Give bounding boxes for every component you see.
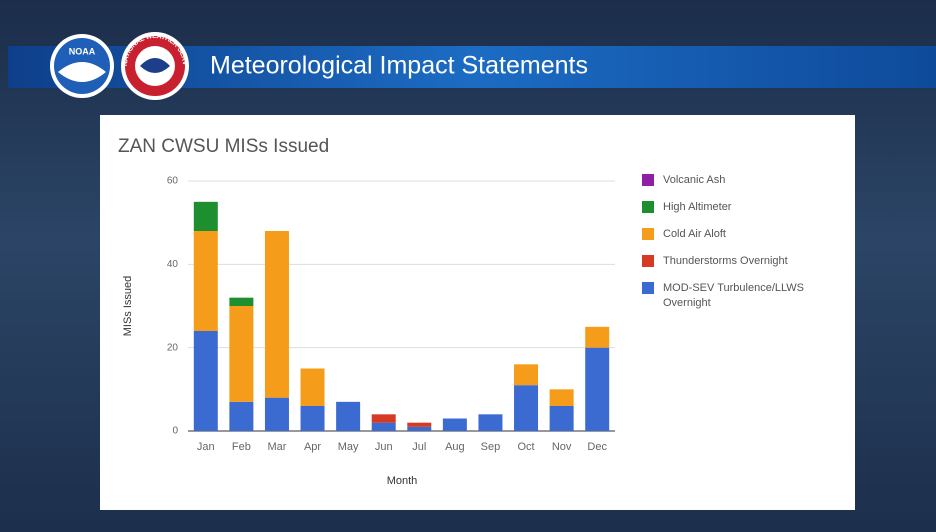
x-tick-label: Nov [552,441,572,453]
legend-swatch [642,201,654,213]
x-tick-label: Aug [445,441,465,453]
legend-item: Cold Air Aloft [642,227,832,242]
x-tick-label: Jul [412,441,426,453]
bar-segment [407,423,431,427]
legend-label: High Altimeter [663,200,731,215]
noaa-text: NOAA [69,46,96,56]
bar-segment [372,414,396,422]
bar-segment [550,389,574,406]
legend-swatch [642,282,654,294]
legend-swatch [642,174,654,186]
bar-segment [194,331,218,431]
bar-segment [336,402,360,431]
legend: Volcanic Ash High Altimeter Cold Air Aloft… [642,173,832,323]
legend-label: Cold Air Aloft [663,227,726,242]
bar-segment [550,406,574,431]
bar-segment [514,364,538,385]
x-tick-label: Dec [587,441,607,453]
bar-segment [407,427,431,431]
legend-swatch [642,228,654,240]
chart-title: ZAN CWSU MISs Issued [118,136,329,157]
bar-segment [585,327,609,348]
bar-segment [514,385,538,431]
bar-segment [265,231,289,398]
bar-segment [229,402,253,431]
legend-label: Volcanic Ash [663,173,725,188]
x-tick-label: Apr [304,441,321,453]
y-axis-label: MISs Issued [122,276,134,337]
bar-segment [301,369,325,407]
bar-segment [443,419,467,432]
bar-segment [229,306,253,402]
bar-segment [372,423,396,431]
bar-segment [585,348,609,431]
y-tick-label: 0 [172,426,178,437]
y-tick-label: 40 [167,259,179,270]
bar-segment [301,406,325,431]
y-tick-label: 60 [167,176,179,187]
x-tick-label: Jun [375,441,393,453]
legend-item: Thunderstorms Overnight [642,254,832,269]
x-tick-label: Mar [267,441,286,453]
legend-label: MOD-SEV Turbulence/LLWS Overnight [663,281,832,311]
bar-segment [478,414,502,431]
slide: NOAA NATIONAL WEATHER SERVICE Meteorolog… [0,0,936,532]
legend-swatch [642,255,654,267]
slide-title: Meteorological Impact Statements [210,52,588,80]
legend-item: MOD-SEV Turbulence/LLWS Overnight [642,281,832,311]
x-tick-label: Sep [481,441,501,453]
y-tick-label: 20 [167,342,179,353]
legend-item: High Altimeter [642,200,832,215]
bar-segment [265,398,289,431]
x-tick-label: Oct [517,441,534,453]
bar-segment [194,202,218,231]
bar-segment [194,231,218,331]
x-tick-label: Feb [232,441,251,453]
legend-item: Volcanic Ash [642,173,832,188]
bar-segment [229,298,253,306]
x-tick-label: Jan [197,441,215,453]
legend-label: Thunderstorms Overnight [663,254,788,269]
x-axis-label: Month [387,475,418,487]
x-tick-label: May [338,441,359,453]
